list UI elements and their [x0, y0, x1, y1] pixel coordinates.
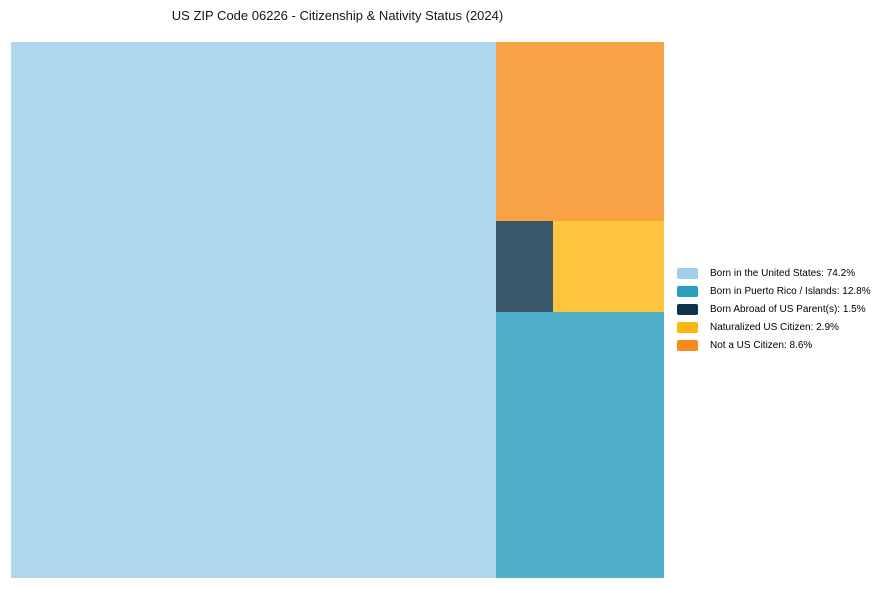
- legend-label-not-us-citizen: Not a US Citizen: 8.6%: [710, 339, 813, 351]
- legend-label-naturalized-us-citizen: Naturalized US Citizen: 2.9%: [710, 321, 839, 333]
- legend-swatch-born-in-us: [677, 267, 698, 279]
- legend-label-born-in-us: Born in the United States: 74.2%: [710, 267, 856, 279]
- treemap-tile-naturalized-us-citizen: [552, 220, 664, 313]
- treemap-tile-born-in-pr-islands: [495, 312, 664, 578]
- treemap: [11, 42, 664, 578]
- legend: Born in the United States: 74.2% Born in …: [677, 264, 871, 354]
- legend-item-born-in-pr-islands: Born in Puerto Rico / Islands: 12.8%: [677, 282, 871, 300]
- chart-title: US ZIP Code 06226 - Citizenship & Nativi…: [171, 8, 504, 23]
- treemap-tile-not-us-citizen: [495, 42, 664, 221]
- legend-item-not-us-citizen: Not a US Citizen: 8.6%: [677, 336, 871, 354]
- legend-swatch-naturalized-us-citizen: [677, 321, 698, 333]
- legend-label-born-in-pr-islands: Born in Puerto Rico / Islands: 12.8%: [710, 285, 871, 297]
- legend-swatch-born-in-pr-islands: [677, 285, 698, 297]
- legend-item-naturalized-us-citizen: Naturalized US Citizen: 2.9%: [677, 318, 871, 336]
- treemap-tile-born-in-us: [11, 42, 496, 578]
- legend-item-born-abroad-us-parents: Born Abroad of US Parent(s): 1.5%: [677, 300, 871, 318]
- legend-swatch-born-abroad-us-parents: [677, 303, 698, 315]
- legend-swatch-not-us-citizen: [677, 339, 698, 351]
- treemap-tile-born-abroad-us-parents: [495, 220, 553, 313]
- legend-label-born-abroad-us-parents: Born Abroad of US Parent(s): 1.5%: [710, 303, 866, 315]
- legend-item-born-in-us: Born in the United States: 74.2%: [677, 264, 871, 282]
